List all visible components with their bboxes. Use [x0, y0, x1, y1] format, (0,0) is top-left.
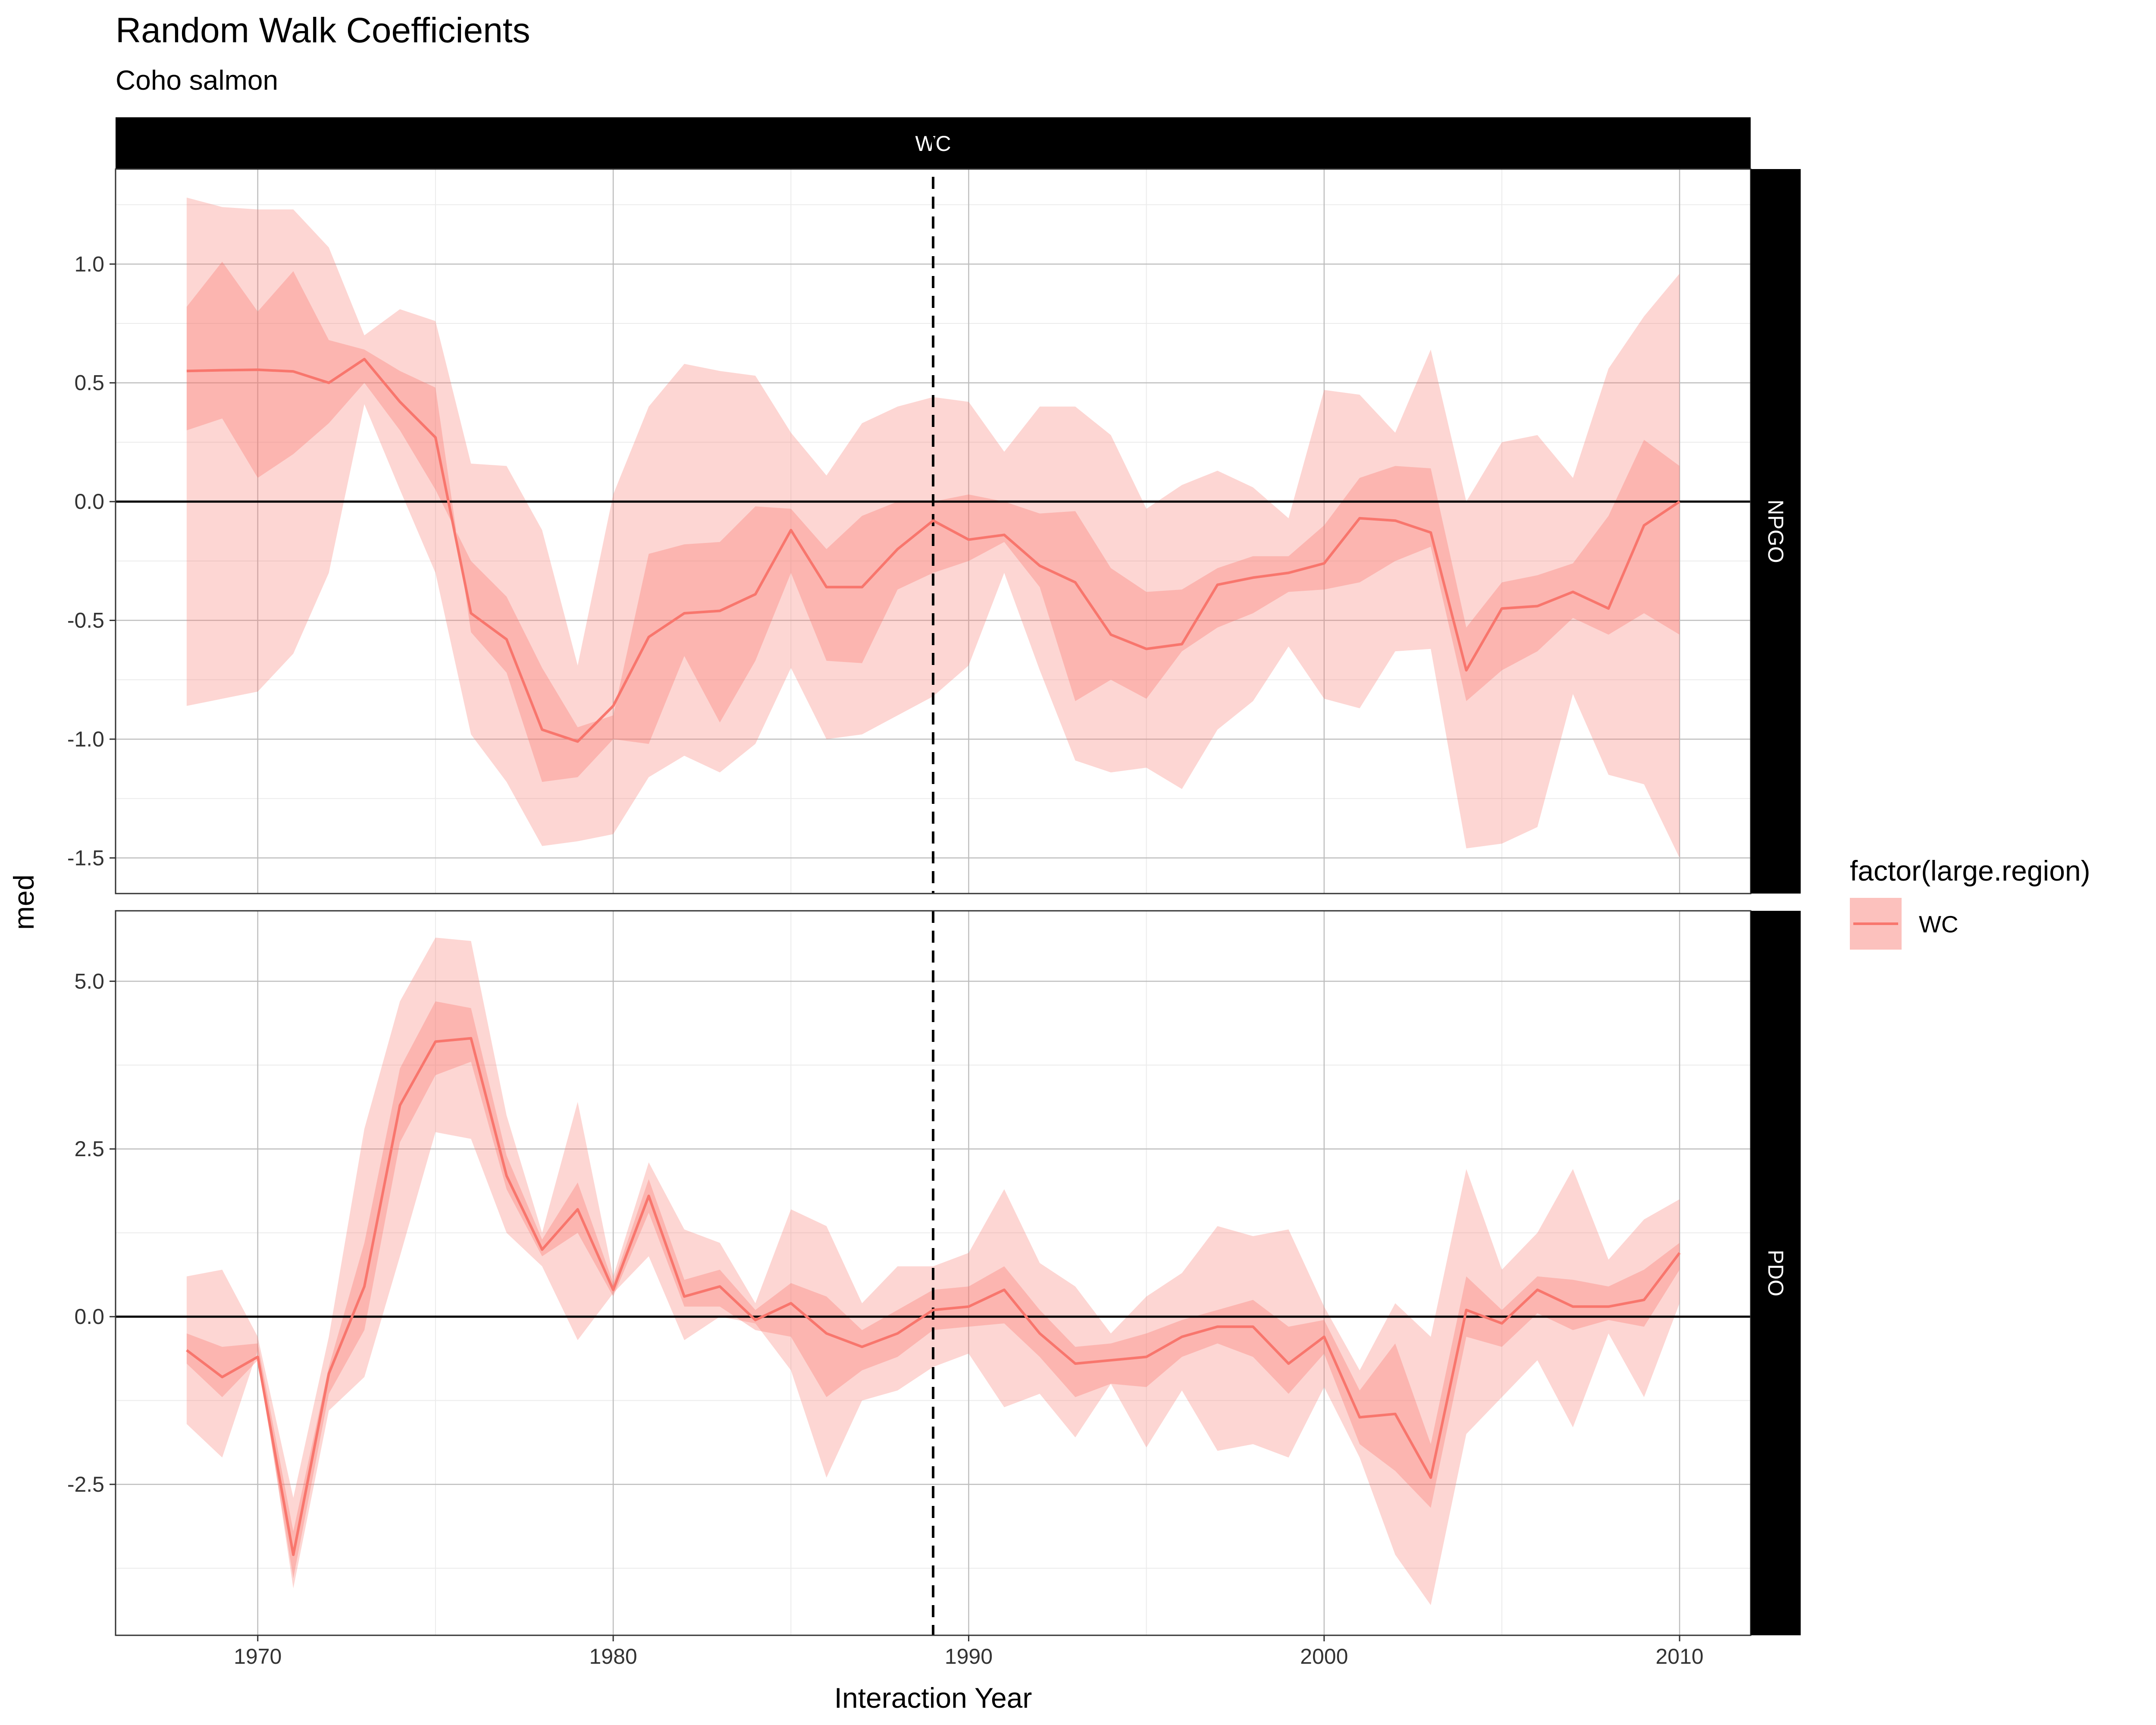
y-tick-label: 0.5 [74, 371, 104, 395]
legend-label-wc: WC [1919, 911, 1959, 938]
legend: factor(large.region) WC [1850, 855, 2090, 950]
chart-subtitle: Coho salmon [116, 65, 278, 96]
panel-npgo-outer-band [186, 198, 1680, 858]
panel-npgo-y-axis: 1.0 0.5 0.0 -0.5 -1.0 -1.5 [67, 252, 116, 870]
panel-npgo-series [186, 358, 1680, 743]
y-axis-title: med [8, 875, 40, 930]
panel-npgo-strip-bg [1751, 169, 1801, 894]
panel-npgo-strip-label: NPGO [1764, 499, 1788, 563]
y-tick-label: 1.0 [74, 252, 104, 276]
legend-title: factor(large.region) [1850, 855, 2090, 887]
legend-entry-wc: WC [1850, 898, 1959, 950]
panel-pdo-strip-bg [1751, 911, 1801, 1635]
panel-pdo-median-line [186, 1037, 1681, 1556]
y-tick-label: -1.5 [67, 846, 104, 870]
x-tick-label: 1990 [945, 1644, 993, 1669]
panel-pdo-reference-lines [116, 911, 1751, 1635]
x-tick-label: 2010 [1656, 1644, 1704, 1669]
x-axis: 1970 1980 1990 2000 2010 [234, 1635, 1704, 1669]
panel-pdo-strip-label: PDO [1764, 1250, 1788, 1296]
x-tick-label: 1970 [234, 1644, 282, 1669]
x-tick-label: 1980 [589, 1644, 637, 1669]
y-tick-label: -1.0 [67, 727, 104, 751]
panel-pdo: 5.0 2.5 0.0 -2.5 PDO [67, 910, 1801, 1636]
panel-pdo-series [186, 1037, 1681, 1556]
panel-npgo: 1.0 0.5 0.0 -0.5 -1.0 -1.5 NPGO [67, 117, 1801, 894]
y-tick-label: 5.0 [74, 969, 104, 993]
y-tick-label: 2.5 [74, 1137, 104, 1161]
y-tick-label: -2.5 [67, 1472, 104, 1496]
y-tick-label: -0.5 [67, 608, 104, 633]
panel-pdo-y-axis: 5.0 2.5 0.0 -2.5 [67, 969, 116, 1496]
panel-npgo-reference-lines [116, 117, 1751, 894]
x-axis-title: Interaction Year [834, 1682, 1032, 1714]
y-tick-label: 0.0 [74, 489, 104, 514]
x-tick-label: 2000 [1300, 1644, 1348, 1669]
panel-npgo-median-line [186, 358, 1680, 743]
y-tick-label: 0.0 [74, 1305, 104, 1329]
chart-title: Random Walk Coefficients [116, 11, 530, 50]
